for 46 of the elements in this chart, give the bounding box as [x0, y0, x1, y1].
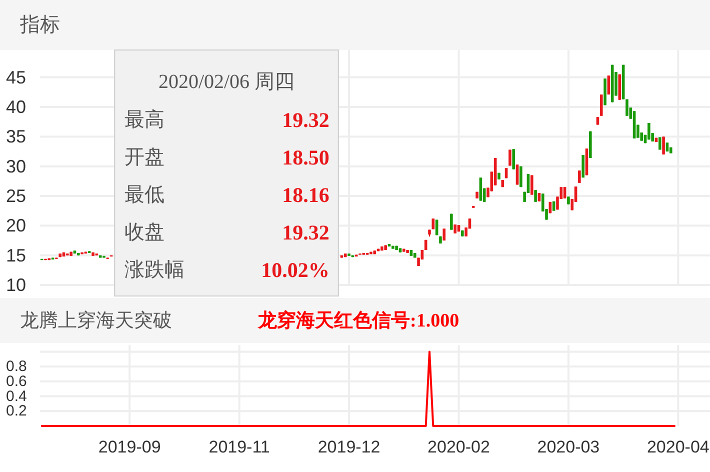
annotation: 收盘: [124, 222, 165, 244]
xtick: 2019-09: [98, 438, 161, 456]
ytick: 15: [6, 245, 26, 266]
candlestick: [626, 98, 628, 116]
ytick: 20: [6, 216, 26, 236]
candlestick: [563, 186, 566, 199]
candlestick: [534, 190, 537, 202]
candlestick: [600, 94, 603, 116]
candlestick: [662, 136, 665, 155]
candlestick: [582, 154, 584, 178]
ytick: 0.6: [6, 372, 27, 390]
ytick: 30: [6, 156, 26, 176]
ytick: 40: [6, 96, 26, 117]
candlestick: [658, 136, 662, 150]
xtick: 2019-11: [208, 438, 270, 456]
xtick: 2020-03: [537, 438, 600, 456]
xtick: 2020-04: [646, 438, 710, 456]
annotation: 2020/02/06 周四: [158, 71, 295, 93]
title: 指标: [20, 14, 60, 36]
annotation: 18.16: [282, 183, 330, 207]
annotation: 19.32: [282, 220, 330, 244]
annotation: 10.02%: [261, 258, 330, 282]
ytick: 0.8: [6, 358, 27, 376]
xtick: 2019-12: [318, 438, 380, 456]
ytick: 10: [6, 275, 26, 295]
ytick: 45: [6, 67, 26, 88]
ytick: 25: [6, 186, 26, 206]
candlestick: [508, 149, 512, 166]
annotation: 18.50: [282, 146, 330, 170]
annotation: 龙穿海天红色信号:1.000: [258, 310, 460, 332]
annotation: 最高: [124, 108, 165, 131]
annotation: 涨跌幅: [124, 259, 185, 281]
candlestick: [442, 228, 446, 241]
annotation: 开盘: [124, 146, 165, 168]
annotation: 19.32: [282, 108, 330, 132]
candlestick: [578, 170, 581, 184]
candlestick: [450, 213, 453, 230]
candlestick: [512, 148, 515, 170]
title: 龙腾上穿海天突破: [20, 310, 172, 332]
ytick: 0.4: [6, 388, 27, 405]
candlestick: [435, 219, 438, 236]
annotation: 最低: [124, 184, 165, 206]
ytick: 0.2: [6, 402, 27, 420]
ytick: 35: [6, 126, 26, 147]
xtick: 2020-02: [428, 438, 490, 456]
candlestick: [530, 174, 534, 196]
